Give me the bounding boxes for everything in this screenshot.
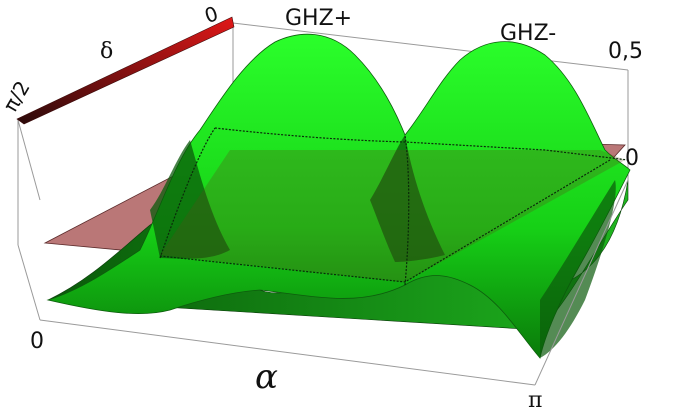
z-tick-0: 0	[625, 146, 639, 171]
delta-tick-0: 0	[202, 1, 222, 28]
delta-axis-arrow	[16, 16, 235, 125]
delta-tick-pi-half: π/2	[0, 77, 35, 116]
surface-valley-shadow-2	[370, 135, 445, 262]
annotation-ghz-plus: GHZ+	[285, 6, 352, 31]
z-tick-0-5: 0,5	[608, 39, 643, 64]
alpha-axis-label: α	[255, 357, 278, 397]
annotation-ghz-minus: GHZ-	[500, 21, 556, 46]
alpha-tick-pi: π	[528, 388, 542, 410]
bounding-box-front	[17, 119, 629, 386]
surface-edge-shadow	[540, 180, 616, 358]
surface-contour-lines	[159, 127, 629, 286]
alpha-tick-0: 0	[30, 329, 44, 354]
zero-plane-overlay	[160, 150, 625, 282]
delta-axis-label: δ	[100, 39, 113, 64]
surface-valley-shadow-1	[150, 140, 230, 259]
